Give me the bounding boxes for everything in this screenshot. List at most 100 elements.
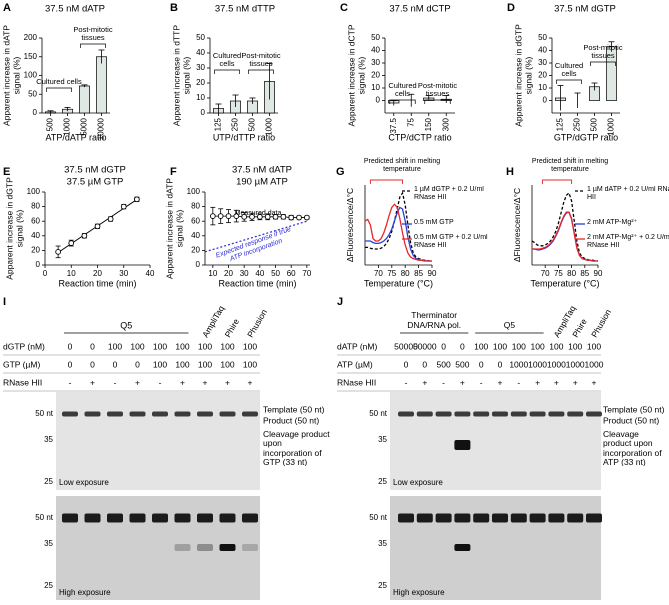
y-tick-label: 60 [191, 216, 200, 225]
row-value: 100 [108, 341, 122, 351]
legend-label: 1 µM dGTP + 0.2 U/ml RNase HII [414, 186, 484, 201]
annotation-box: Post-mitotic tissues [583, 43, 622, 60]
row-value: - [480, 377, 483, 387]
gel-band [107, 411, 123, 417]
x-tick-label: 20 [224, 269, 233, 278]
row-value: 0 [422, 359, 427, 369]
row-value: + [135, 377, 140, 387]
data-point [280, 213, 287, 220]
row-value: + [180, 377, 185, 387]
data-point [107, 216, 114, 222]
y-tick-label: 40 [191, 231, 200, 240]
panel-letter: B [170, 2, 178, 14]
row-label: ATP (µM) [337, 359, 373, 369]
row-value: 1000 [547, 359, 566, 369]
exposure-label: High exposure [393, 588, 445, 597]
y-tick-label: 80 [31, 202, 40, 211]
row-value: 1000 [585, 359, 604, 369]
row-value: 100 [512, 341, 526, 351]
row-value: 0 [68, 359, 73, 369]
y-tick-label: 0 [376, 96, 381, 105]
side-label: Template (50 nt) [603, 404, 665, 414]
row-value: - [159, 377, 162, 387]
row-value: 100 [549, 341, 563, 351]
x-tick-label: 37.5 [389, 117, 398, 133]
gel-band [548, 411, 565, 417]
annotation: Cultured cells [554, 60, 584, 78]
x-tick-label: 40 [146, 269, 155, 278]
data-point [257, 213, 263, 220]
y-axis-label: ΔFluorescence/Δ°C [345, 187, 356, 263]
row-value: 1000 [528, 359, 547, 369]
y-tick-label: 150 [24, 52, 38, 61]
data-point [249, 213, 255, 220]
y-axis-label-box: Apparent increase in dCTP signal (%) [347, 24, 366, 126]
y-tick-label: 30 [538, 58, 547, 67]
y-axis-label-box: ΔFluorescence/Δ°C [345, 187, 356, 263]
gel-band [62, 411, 78, 417]
row-value: 1000 [566, 359, 585, 369]
row-value: 50000 [394, 341, 418, 351]
annotation-box: Expected response if true ATP incorporat… [215, 226, 292, 263]
annotation: Predicted shift in melting temperature [363, 158, 441, 173]
annotation-box: Post-mitotic tissues [73, 25, 112, 42]
annotation: Post-mitotic tissues [241, 50, 281, 68]
x-tick-label: 50 [271, 269, 280, 278]
legend-label: 2 mM ATP-Mg²⁺ + 0.2 U/ml RNase HII [587, 234, 669, 249]
gel-band [416, 411, 433, 417]
x-tick-label: 5000 [80, 117, 89, 135]
row-value: 50000 [413, 341, 437, 351]
marker-label: 35 [44, 435, 53, 444]
row-value: - [405, 377, 408, 387]
gel-band [529, 411, 546, 417]
x-tick-label: 70 [541, 269, 550, 278]
y-tick-label: 0 [196, 260, 201, 269]
gel-band [510, 513, 527, 523]
row-value: 0 [90, 359, 95, 369]
row-value: 0 [68, 341, 73, 351]
y-tick-label: 60 [31, 216, 40, 225]
x-axis-label: Temperature (°C) [530, 278, 599, 288]
annotation-box: Predicted shift in melting temperature [363, 158, 441, 173]
x-tick-label: 10000 [97, 117, 106, 140]
row-value: + [248, 377, 253, 387]
side-label: Product (50 nt) [603, 415, 659, 425]
bracket [46, 87, 72, 92]
x-tick-label: 1000 [265, 117, 274, 135]
y-tick-label: 40 [196, 48, 205, 57]
data-point [120, 203, 127, 210]
gel-band [548, 513, 565, 523]
row-value: 100 [153, 341, 167, 351]
x-axis-label: Reaction time (min) [58, 278, 136, 288]
row-value: 100 [243, 341, 257, 351]
panel-letter: A [3, 2, 11, 14]
chart-title: 37.5 nM dGTP [64, 165, 126, 176]
y-axis-label-box: Apparent increase in dATP signal (%) [2, 25, 21, 126]
x-tick-label: 500 [46, 117, 55, 131]
row-value: + [573, 377, 578, 387]
y-tick-label: 80 [191, 202, 200, 211]
gel-band [242, 411, 258, 417]
gel-band [219, 513, 236, 523]
gel-band [129, 513, 146, 523]
bracket [80, 43, 106, 48]
annotation-box: Post-mitotic tissues [241, 50, 281, 68]
x-tick-label: 0 [43, 269, 48, 278]
gel-band [492, 513, 508, 523]
side-label-box: Cleavage product upon incorporation of A… [603, 430, 662, 466]
row-value: 500 [437, 359, 451, 369]
data-point [288, 214, 295, 221]
expected-line [204, 220, 308, 253]
gel-image [56, 392, 260, 490]
x-tick-label: 10 [208, 269, 217, 278]
panel-letter: F [170, 166, 177, 178]
bracket [248, 69, 274, 74]
y-axis-label-box: Apparent increase in dATP signal (%) [165, 178, 184, 279]
cleavage-band [454, 440, 471, 450]
x-tick-label: 75 [406, 117, 415, 126]
row-value: - [114, 377, 117, 387]
gel-band [152, 513, 168, 523]
row-value: 0 [441, 341, 446, 351]
shift-bracket [542, 179, 573, 184]
